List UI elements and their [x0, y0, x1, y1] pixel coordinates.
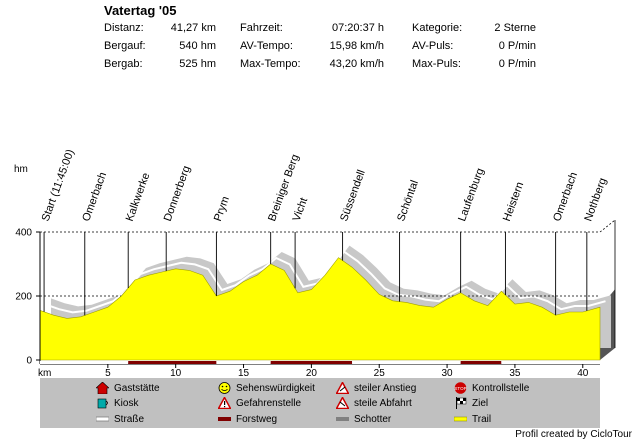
- waypoint-label: Prym: [212, 195, 232, 223]
- legend-label: Gefahrenstelle: [236, 397, 302, 409]
- stat-label: Max-Puls:: [412, 58, 461, 70]
- legend-item: Straße: [95, 412, 145, 426]
- area-layer: [39, 257, 601, 361]
- stat-value: 41,27 km: [170, 22, 216, 34]
- legend-label: Gaststätte: [114, 382, 160, 394]
- finish-flag-icon: [454, 397, 467, 409]
- trail-swatch-icon: [453, 413, 468, 425]
- legend-label: Sehenswürdigkeit: [236, 382, 315, 394]
- warning-icon: [217, 395, 232, 410]
- legend: Gaststätte Sehenswürdigkeit steiler Anst…: [40, 378, 600, 428]
- waypoint-label: Vicht: [291, 196, 311, 223]
- legend-item: Schotter: [336, 412, 391, 426]
- surface-segment: [460, 361, 502, 364]
- waypoint-label: Süssendell: [338, 168, 368, 223]
- stat-label: Fahrzeit:: [240, 22, 283, 34]
- legend-label: Straße: [114, 413, 145, 425]
- x-tick-label: 5: [105, 368, 111, 378]
- stat-label: Kategorie:: [412, 22, 463, 34]
- legend-item: Forstweg: [218, 412, 277, 426]
- stat-label: Bergab:: [104, 58, 143, 70]
- cup-icon: [96, 397, 109, 409]
- stat-value: 15,98 km/h: [329, 40, 384, 52]
- y-tick-label: 400: [15, 228, 32, 239]
- x-tick-label: 30: [442, 368, 454, 378]
- y-axis-label: hm: [14, 164, 28, 175]
- surface-segment: [40, 361, 129, 364]
- legend-item: Trail: [453, 412, 492, 426]
- legend-label: Kontrollstelle: [472, 382, 530, 394]
- stat-label: AV-Puls:: [412, 40, 454, 52]
- x-tick-label: 35: [509, 368, 521, 378]
- stat-label: AV-Tempo:: [240, 40, 293, 52]
- stat-value: 2 Sterne: [494, 22, 536, 34]
- trail-area: [39, 257, 601, 361]
- house-icon: [95, 381, 110, 395]
- legend-item: steile Abfahrt: [335, 395, 412, 410]
- legend-label: Trail: [472, 413, 492, 425]
- stat-value: 07:20:37 h: [332, 22, 384, 34]
- legend-label: Schotter: [354, 413, 392, 425]
- elevation-profile-chart: Start (11:45:00) Omerbach Kalkwerke Donnerb…: [14, 148, 616, 378]
- legend-label: steile Abfahrt: [354, 397, 412, 409]
- stat-label: Distanz:: [104, 22, 144, 34]
- legend-item: Kiosk: [96, 396, 138, 410]
- surface-segment: [501, 361, 600, 364]
- stat-value: 0 P/min: [498, 40, 536, 52]
- stat-value: 540 hm: [179, 40, 216, 52]
- stat-label: Bergauf:: [104, 40, 146, 52]
- road-swatch-icon: [95, 413, 110, 425]
- waypoint-label: Omerbach: [80, 171, 109, 223]
- footer-credit: Profil created by CicloTour: [515, 429, 632, 440]
- legend-label: Kiosk: [114, 397, 139, 409]
- depth-edge: [599, 219, 616, 233]
- svg-text:STOP: STOP: [454, 386, 466, 391]
- stat-label: Max-Tempo:: [240, 58, 301, 70]
- x-tick-label: 20: [306, 368, 318, 378]
- y-tick-label: 200: [15, 292, 32, 303]
- surface-segment: [128, 361, 217, 364]
- y-tick-label: 0: [26, 356, 32, 367]
- stat-value: 525 hm: [179, 58, 216, 70]
- surface-segment: [352, 361, 461, 364]
- tour-title: Vatertag '05: [104, 3, 177, 18]
- x-tick-label: 40: [577, 368, 589, 378]
- waypoint-label: Nothberg: [582, 176, 609, 223]
- x-axis-label: km: [38, 368, 51, 378]
- legend-label: Forstweg: [236, 413, 278, 425]
- stat-value: 0 P/min: [498, 58, 536, 70]
- legend-item: Gaststätte: [95, 381, 160, 395]
- legend-label: steiler Anstieg: [354, 382, 417, 394]
- stats-panel: Distanz: 41,27 km Bergauf: 540 hm Bergab…: [0, 22, 640, 76]
- axes-layer: 0 200 400 5 10 15 20 25 30 35 40: [15, 228, 600, 378]
- legend-item: STOP Kontrollstelle: [454, 381, 529, 395]
- warning-up-icon: [335, 380, 350, 395]
- gravel-swatch-icon: [336, 413, 349, 425]
- waypoint-label: Start (11:45:00): [40, 148, 77, 223]
- stat-value: 43,20 km/h: [329, 58, 384, 70]
- surface-segment: [216, 361, 271, 364]
- x-tick-label: 15: [238, 368, 250, 378]
- legend-item: Ziel: [454, 396, 488, 410]
- warning-down-icon: [335, 395, 350, 410]
- x-tick-label: 25: [374, 368, 386, 378]
- legend-item: Gefahrenstelle: [217, 395, 302, 410]
- legend-item: Sehenswürdigkeit: [218, 381, 315, 395]
- waypoint-label: Omerbach: [551, 171, 580, 223]
- surface-segment: [270, 361, 353, 364]
- legend-label: Ziel: [472, 397, 489, 409]
- waypoint-label: Kalkwerke: [124, 171, 153, 223]
- x-tick-label: 10: [170, 368, 182, 378]
- waypoint-label: Donnerberg: [162, 164, 193, 223]
- forest-road-swatch-icon: [218, 413, 231, 425]
- waypoint-label: Schöntal: [395, 179, 421, 223]
- legend-item: steiler Anstieg: [335, 380, 417, 395]
- stop-icon: STOP: [454, 382, 467, 394]
- waypoint-label: Heistern: [501, 180, 526, 223]
- smiley-icon: [218, 382, 231, 394]
- waypoint-label: Laufenburg: [456, 167, 486, 223]
